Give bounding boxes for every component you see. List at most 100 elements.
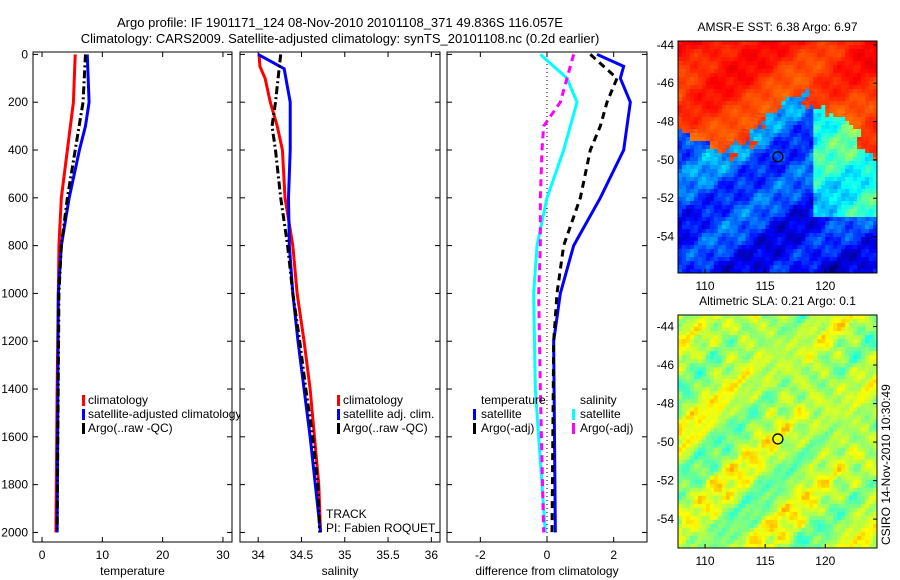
map-cell [753,137,759,142]
map-cell [813,181,818,186]
map-cell [701,351,707,356]
map-cell [857,73,862,78]
map-cell [829,181,834,186]
map-cell [769,367,775,372]
map-cell [749,463,755,469]
map-cell [805,427,810,432]
map-cell [829,81,834,86]
map-cell [693,225,699,230]
map-cell [809,431,814,437]
map-cell [765,125,771,130]
map-cell [849,463,854,469]
map-cell [749,45,755,50]
map-cell [701,97,707,102]
map-cell [701,121,707,126]
map-cell [797,53,802,58]
map-cell [869,435,874,441]
map-cell [733,57,739,62]
map-cell [745,49,751,54]
map-cell [841,367,846,372]
map-cell [721,463,727,469]
x-tick-label: 34.5 [290,548,314,562]
map-cell [777,109,782,114]
map-cell [713,213,719,218]
map-cell [761,113,767,118]
map-cell [689,213,695,218]
map-cell [837,451,842,457]
map-cell [837,117,842,122]
map-cell [689,237,695,242]
map-cell [841,85,846,90]
map-cell [721,367,727,372]
map-cell [785,165,790,170]
map-cell [865,399,870,404]
map-cell [821,97,826,102]
map-cell [685,181,691,186]
map-cell [757,327,763,332]
map-cell [685,339,691,344]
map-cell [725,53,731,58]
legend-header: salinity [580,393,617,407]
map-cell [745,463,751,469]
map-cell [853,237,858,242]
map-cell [773,403,778,408]
map-cell [841,101,846,106]
map-cell [725,253,731,258]
map-cell [689,141,695,146]
map-cell [845,121,850,126]
map-cell [757,403,763,408]
map-cell [773,201,778,206]
map-cell [785,387,790,392]
map-cell [705,233,711,238]
map-cell [749,371,755,376]
map-cell [741,379,747,384]
map-cell [681,93,687,98]
map-cell [741,161,747,166]
map-cell [837,105,842,110]
map-cell [769,165,775,170]
map-cell [737,443,743,449]
map-cell [717,217,723,222]
map-cell [777,209,782,214]
map-cell [781,459,786,465]
map-cell [857,423,862,428]
map-cell [741,447,747,453]
map-cell [817,435,822,441]
map-cell [817,185,822,190]
map-cell [769,447,775,453]
map-cell [777,455,782,461]
map-cell [741,375,747,380]
map-cell [765,241,771,246]
map-cell [693,237,699,242]
map-cell [797,185,802,190]
map-cell [689,133,695,138]
map-cell [729,375,735,380]
y-tick-label: 200 [8,95,28,109]
map-cell [825,217,830,222]
map-cell [821,229,826,234]
map-cell [701,319,707,324]
map-cell [801,217,806,222]
map-cell [833,181,838,186]
map-cell [789,189,794,194]
map-cell [845,395,850,400]
map-cell [737,347,743,352]
map-cell [857,93,862,98]
map-cell [801,315,806,320]
map-cell [841,221,846,226]
map-cell [721,101,727,106]
map-cell [713,339,719,344]
map-cell [789,105,794,110]
map-cell [869,375,874,380]
map-cell [825,351,830,356]
map-cell [841,153,846,158]
map-cell [717,157,723,162]
map-cell [793,269,798,274]
map-cell [753,221,759,226]
map-cell [681,157,687,162]
map-cell [801,225,806,230]
map-cell [757,383,763,388]
map-cell [845,185,850,190]
map-cell [857,339,862,344]
map-cell [793,193,798,198]
